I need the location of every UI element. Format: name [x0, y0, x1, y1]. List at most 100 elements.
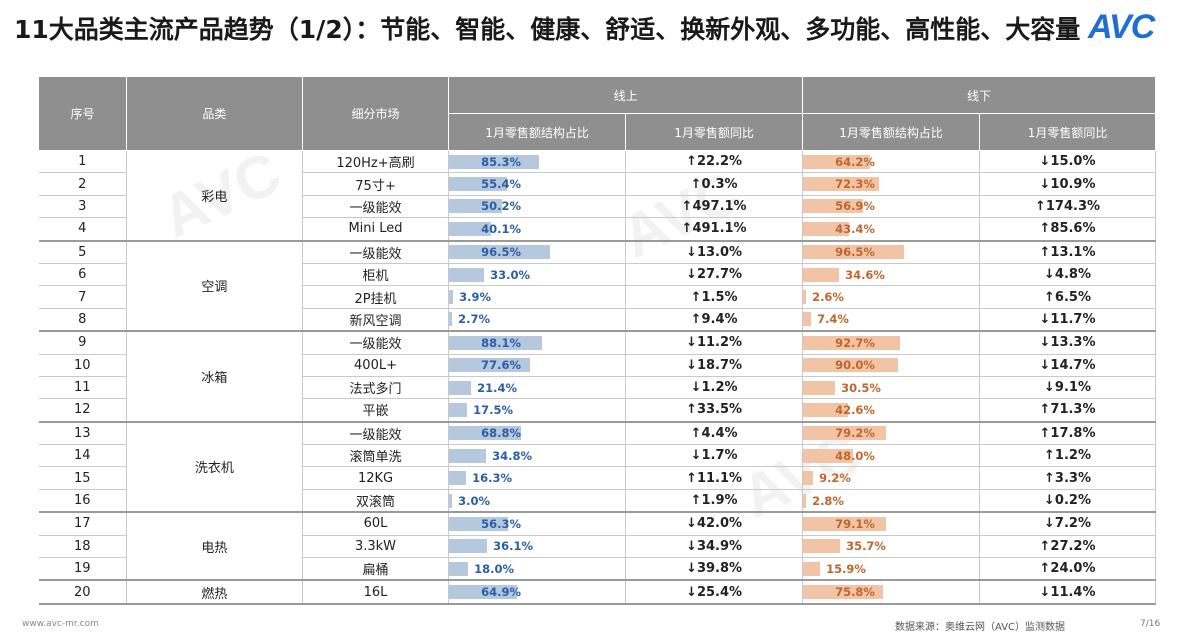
- online-share-label: 50.2%: [481, 199, 522, 214]
- offline-share-cell: 56.9%: [802, 195, 981, 219]
- offline-share-cell: 79.1%: [802, 512, 981, 536]
- offline-share-label: 96.5%: [835, 245, 875, 260]
- row-number: 16: [38, 489, 127, 514]
- online-share-cell: 17.5%: [448, 398, 627, 423]
- online-share-cell: 33.0%: [448, 263, 627, 287]
- offline-yoy-cell: ↓9.1%: [979, 376, 1156, 400]
- offline-share-cell: 90.0%: [802, 354, 981, 377]
- table-row: 13 洗衣机 一级能效 68.8% ↑4.4% 79.2% ↑17.8%: [38, 421, 1156, 514]
- row-number: 19: [38, 557, 127, 582]
- online-share-cell: 77.6%: [448, 354, 627, 377]
- online-share-label: 96.5%: [481, 245, 522, 260]
- offline-share-label: 2.6%: [812, 290, 844, 305]
- offline-share-bar: [803, 561, 821, 576]
- offline-share-label: 42.6%: [835, 402, 875, 417]
- row-number: 5: [38, 240, 127, 264]
- offline-share-bar: [803, 539, 841, 554]
- online-yoy-cell: ↓25.4%: [625, 580, 804, 605]
- offline-yoy-cell: ↑6.5%: [979, 285, 1156, 309]
- offline-share-cell: 35.7%: [802, 535, 981, 559]
- offline-share-bar: [803, 290, 807, 305]
- online-yoy-cell: ↑1.9%: [625, 489, 804, 514]
- online-share-cell: 2.7%: [448, 308, 627, 333]
- online-yoy-cell: ↑9.4%: [625, 308, 804, 333]
- offline-share-label: 15.9%: [826, 561, 866, 576]
- segment-cell: 新风空调: [302, 308, 450, 333]
- offline-share-bar: [803, 448, 854, 463]
- segment-cell: 滚筒单洗: [302, 444, 450, 468]
- offline-share-label: 79.2%: [835, 426, 875, 441]
- online-share-cell: 18.0%: [448, 557, 627, 582]
- offline-share-cell: 2.8%: [802, 489, 981, 514]
- segment-cell: 一级能效: [302, 195, 450, 219]
- online-share-label: 88.1%: [481, 335, 522, 350]
- header-segment: 细分市场: [301, 76, 450, 151]
- offline-share-cell: 15.9%: [802, 557, 981, 582]
- category-cell: 空调: [125, 240, 303, 333]
- category-cell: 彩电: [125, 150, 303, 242]
- page-number: 7/16: [1140, 619, 1161, 629]
- row-number: 6: [38, 263, 127, 287]
- table-row: 3 一级能效 50.2% ↑497.1% 56.9% ↑174.3%: [38, 195, 1156, 219]
- row-number: 2: [38, 172, 127, 196]
- offline-yoy-cell: ↑13.1%: [979, 240, 1156, 264]
- online-share-cell: 16.3%: [448, 466, 627, 490]
- offline-share-bar: [803, 245, 905, 260]
- online-yoy-cell: ↓13.0%: [625, 240, 804, 264]
- segment-cell: 一级能效: [302, 421, 450, 446]
- offline-share-cell: 92.7%: [802, 331, 981, 355]
- header-online-share: 1月零售额结构占比: [448, 113, 627, 151]
- table-row: 11 法式多门 21.4% ↓1.2% 30.5% ↓9.1%: [38, 376, 1156, 400]
- online-share-label: 56.3%: [481, 516, 522, 531]
- online-share-bar: [449, 561, 469, 576]
- offline-share-label: 9.2%: [819, 471, 851, 486]
- offline-yoy-cell: ↑71.3%: [979, 398, 1156, 423]
- online-share-bar: [449, 448, 487, 463]
- offline-yoy-cell: ↓13.3%: [979, 331, 1156, 355]
- offline-share-label: 2.8%: [812, 493, 844, 508]
- footer-source: 数据来源：奥维云网（AVC）监测数据: [895, 622, 1066, 633]
- online-share-label: 64.9%: [481, 585, 522, 600]
- offline-share-cell: 79.2%: [802, 421, 981, 446]
- offline-yoy-cell: ↑85.6%: [979, 217, 1156, 242]
- online-share-bar: [449, 471, 467, 486]
- offline-share-cell: 30.5%: [802, 376, 981, 400]
- offline-share-cell: 72.3%: [802, 172, 981, 196]
- segment-cell: 75寸+: [302, 172, 450, 196]
- offline-share-label: 56.9%: [835, 199, 875, 214]
- online-yoy-cell: ↓1.7%: [625, 444, 804, 468]
- table-row: 5 空调 一级能效 96.5% ↓13.0% 96.5% ↑13.1%: [38, 240, 1156, 333]
- row-number: 12: [38, 398, 127, 423]
- row-number: 10: [38, 354, 127, 377]
- table-row: 9 冰箱 一级能效 88.1% ↓11.2% 92.7% ↓13.3%: [38, 331, 1156, 423]
- offline-share-bar: [803, 154, 871, 169]
- header-category: 品类: [125, 76, 303, 151]
- segment-cell: 400L+: [302, 354, 450, 377]
- online-share-label: 21.4%: [477, 380, 518, 395]
- online-share-bar: [449, 358, 531, 373]
- row-number: 8: [38, 308, 127, 333]
- online-yoy-cell: ↓1.2%: [625, 376, 804, 400]
- offline-share-label: 72.3%: [835, 177, 875, 192]
- segment-cell: 柜机: [302, 263, 450, 287]
- table-row: 15 12KG 16.3% ↑11.1% 9.2% ↑3.3%: [38, 466, 1156, 490]
- online-yoy-cell: ↑11.1%: [625, 466, 804, 490]
- offline-share-bar: [803, 516, 887, 531]
- online-share-bar: [449, 177, 508, 192]
- online-share-label: 68.8%: [481, 426, 522, 441]
- row-number: 11: [38, 376, 127, 400]
- offline-share-cell: 2.6%: [802, 285, 981, 309]
- offline-share-bar: [803, 493, 807, 508]
- segment-cell: 双滚筒: [302, 489, 450, 514]
- online-share-bar: [449, 290, 454, 305]
- offline-yoy-cell: ↓7.2%: [979, 512, 1156, 536]
- online-share-cell: 50.2%: [448, 195, 627, 219]
- offline-share-label: 43.4%: [835, 221, 875, 236]
- online-share-cell: 96.5%: [448, 240, 627, 264]
- offline-share-bar: [803, 402, 849, 417]
- offline-yoy-cell: ↓0.2%: [979, 489, 1156, 514]
- row-number: 7: [38, 285, 127, 309]
- offline-yoy-cell: ↑3.3%: [979, 466, 1156, 490]
- offline-share-label: 48.0%: [835, 448, 875, 463]
- offline-share-cell: 9.2%: [802, 466, 981, 490]
